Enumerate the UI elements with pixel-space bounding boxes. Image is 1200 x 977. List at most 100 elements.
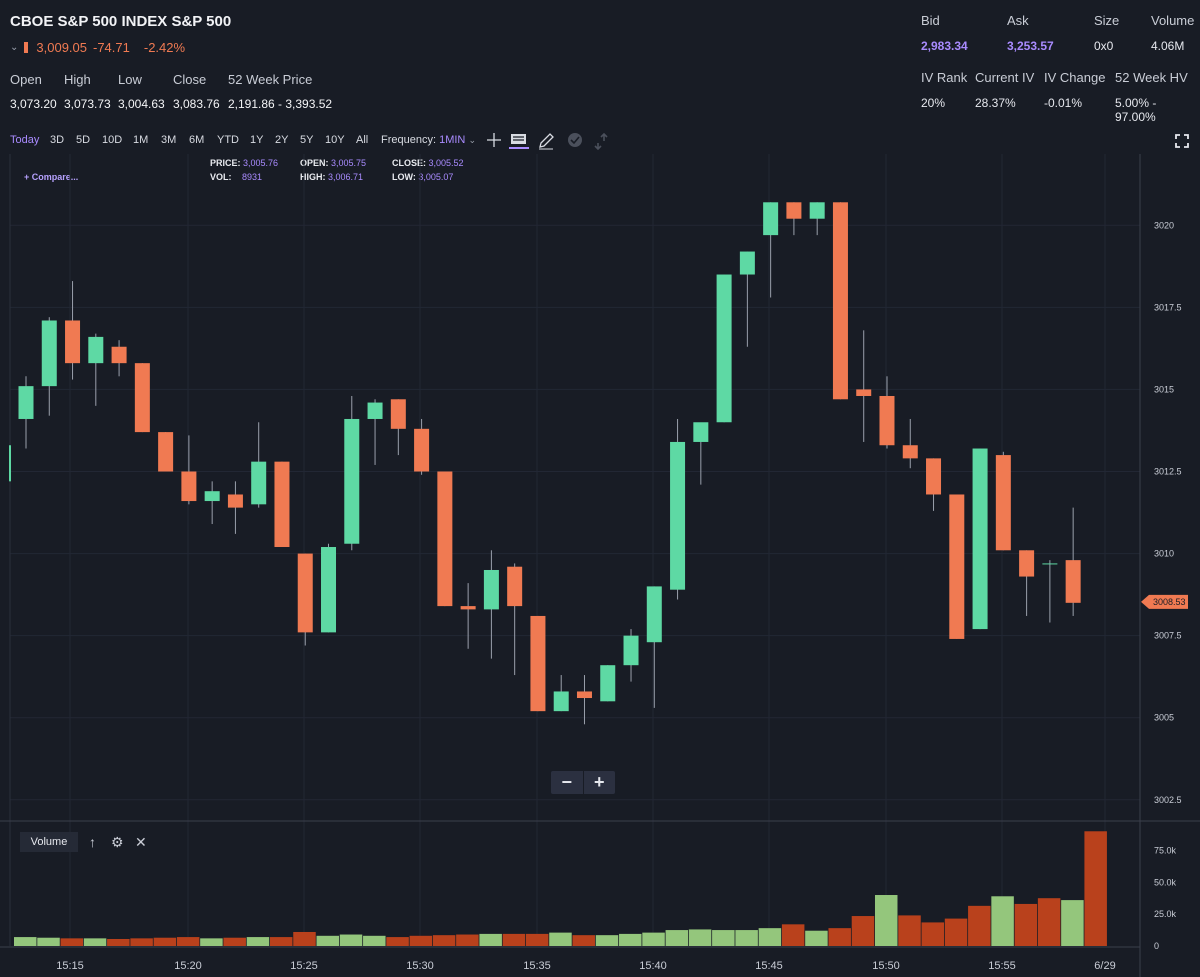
stat-52week: 52 Week Price 2,191.86 - 3,393.52 xyxy=(228,72,332,111)
x-tick-label: 15:20 xyxy=(174,960,202,972)
candle-body xyxy=(576,691,592,699)
stat-label: 52 Week Price xyxy=(228,72,313,87)
stat-ask: Ask 3,253.57 xyxy=(1007,13,1054,53)
volume-bar xyxy=(1061,900,1084,946)
crosshair-icon[interactable] xyxy=(486,131,502,149)
volume-bar xyxy=(851,916,875,946)
candle-body xyxy=(623,635,639,666)
chevron-down-icon[interactable]: ⌄ xyxy=(10,42,19,53)
candle-body xyxy=(251,461,267,505)
range-1y[interactable]: 1Y xyxy=(250,134,264,146)
volume-tick-label: 75.0k xyxy=(1154,845,1177,855)
candle-body xyxy=(763,202,779,236)
volume-bar xyxy=(246,937,270,946)
zoom-out-button[interactable]: − xyxy=(561,772,572,792)
candle-body xyxy=(879,395,895,446)
info-label: PRICE: xyxy=(210,158,241,168)
range-10y[interactable]: 10Y xyxy=(325,134,345,146)
close-icon[interactable]: ✕ xyxy=(135,834,147,850)
price-value: 3,009.05 xyxy=(36,40,87,55)
stat-iv-change: IV Change -0.01% xyxy=(1044,70,1105,110)
share-icon[interactable] xyxy=(591,131,611,151)
y-tick-label: 3007.5 xyxy=(1154,631,1182,641)
volume-bar xyxy=(456,934,479,946)
candle-body xyxy=(1042,563,1058,565)
candle-body xyxy=(646,586,662,643)
eye-icon[interactable] xyxy=(566,131,584,149)
indicator-icon[interactable] xyxy=(507,131,531,151)
range-2y[interactable]: 2Y xyxy=(275,134,289,146)
stat-label: Open xyxy=(10,72,42,87)
candle-body xyxy=(460,606,476,610)
candle-body xyxy=(507,566,523,607)
stat-iv-rank: IV Rank 20% xyxy=(921,70,967,110)
candle-body xyxy=(1065,560,1081,603)
range-all[interactable]: All xyxy=(356,134,369,146)
range-3m[interactable]: 3M xyxy=(161,134,177,146)
arrow-up-icon[interactable]: ↑ xyxy=(89,834,96,850)
volume-bar xyxy=(595,935,619,946)
info-value: 3,005.75 xyxy=(331,158,367,168)
volume-bar xyxy=(712,930,735,946)
candle-body xyxy=(902,445,918,459)
candle-body xyxy=(670,441,686,590)
candle-body xyxy=(158,432,174,472)
volume-bar xyxy=(363,935,386,946)
volume-bar xyxy=(991,896,1014,946)
stat-52week-hv: 52 Week HV 5.00% - 97.00% xyxy=(1115,70,1200,124)
candle-body xyxy=(530,615,546,712)
candle-body xyxy=(553,691,569,712)
volume-bar xyxy=(1014,903,1038,946)
fullscreen-icon[interactable] xyxy=(1175,134,1189,148)
stat-value: 20% xyxy=(921,96,946,110)
range-ytd[interactable]: YTD xyxy=(217,134,239,146)
price-bar-icon xyxy=(24,42,29,53)
volume-bar xyxy=(921,922,945,946)
range-1m[interactable]: 1M xyxy=(133,134,149,146)
zoom-control: − + xyxy=(551,771,615,794)
range-3d[interactable]: 3D xyxy=(50,134,65,146)
candle-body xyxy=(111,346,127,364)
chart-toolbar: Today 3D 5D 10D 1M 3M 6M YTD 1Y 2Y 5Y 10… xyxy=(0,130,1200,152)
candle-body xyxy=(600,665,616,702)
x-tick-label: 15:35 xyxy=(523,960,551,972)
stat-low: Low 3,004.63 xyxy=(118,72,165,111)
range-5d[interactable]: 5D xyxy=(76,134,91,146)
stat-value: 3,253.57 xyxy=(1007,39,1054,53)
stat-label: Bid xyxy=(921,13,940,28)
info-value: 8931 xyxy=(242,172,263,182)
volume-bar xyxy=(665,930,689,946)
gear-icon[interactable]: ⚙ xyxy=(111,834,124,850)
volume-bar xyxy=(339,934,363,946)
stat-label: Low xyxy=(118,72,142,87)
range-10d[interactable]: 10D xyxy=(102,134,123,146)
draw-pencil-icon[interactable] xyxy=(537,131,555,151)
candle-body xyxy=(18,386,34,419)
page-title: CBOE S&P 500 INDEX S&P 500 xyxy=(10,13,232,30)
stat-label: Current IV xyxy=(975,70,1035,85)
volume-bar xyxy=(14,937,37,946)
volume-bar xyxy=(828,928,851,946)
volume-bar xyxy=(130,938,153,946)
info-label: LOW: xyxy=(392,172,416,182)
info-value: 3,006.71 xyxy=(328,172,364,182)
range-5y[interactable]: 5Y xyxy=(300,134,314,146)
info-label: CLOSE: xyxy=(392,158,427,168)
stat-label: 52 Week HV xyxy=(1115,70,1188,85)
volume-tab[interactable]: Volume xyxy=(20,832,78,852)
info-label: VOL: xyxy=(210,172,232,182)
volume-tick-label: 0 xyxy=(1154,941,1159,951)
compare-button[interactable]: + Compare... xyxy=(24,172,79,182)
range-6m[interactable]: 6M xyxy=(189,134,205,146)
range-today[interactable]: Today xyxy=(10,134,40,146)
candle-body xyxy=(274,461,290,548)
zoom-in-button[interactable]: + xyxy=(593,772,605,792)
stat-label: IV Rank xyxy=(921,70,968,85)
info-vol: VOL: 8931 xyxy=(210,172,262,182)
frequency-select[interactable]: Frequency: 1MIN ⌄ xyxy=(381,134,476,146)
candle-body xyxy=(809,202,825,219)
candle-body xyxy=(181,471,197,502)
candle-body xyxy=(786,202,802,219)
volume-bar xyxy=(642,932,665,946)
